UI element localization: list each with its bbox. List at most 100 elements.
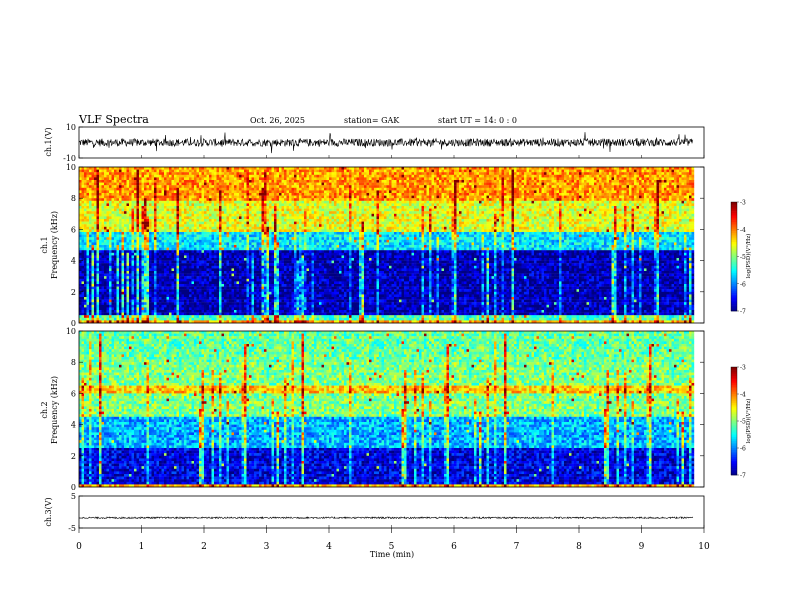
ch1-spectrogram-cell xyxy=(254,227,257,230)
ch1-spectrogram-cell xyxy=(122,235,125,238)
ch1-spectrogram-cell xyxy=(124,292,127,295)
ch1-spectrogram-cell xyxy=(157,237,160,240)
ch1-spectrogram-cell xyxy=(152,177,155,180)
ch1-spectrogram-cell xyxy=(254,271,257,274)
ch1-spectrogram-cell xyxy=(179,250,182,253)
ch1-spectrogram-cell xyxy=(122,180,125,183)
ch1-spectrogram-cell xyxy=(132,268,135,271)
ch1-spectrogram-cell xyxy=(97,276,100,279)
ch1-spectrogram-cell xyxy=(149,219,152,222)
ch1-spectrogram-cell xyxy=(137,266,140,269)
ch1-spectrogram-cell xyxy=(197,313,200,316)
ch1-spectrogram-cell xyxy=(244,172,247,175)
ch1-spectrogram-cell xyxy=(149,255,152,258)
ch1-spectrogram-cell xyxy=(114,305,117,308)
ch1-spectrogram-cell xyxy=(232,222,235,225)
ch1-spectrogram-cell xyxy=(227,167,230,170)
ch1-spectrogram-cell xyxy=(169,211,172,214)
ch1-spectrogram-cell xyxy=(124,193,127,196)
ch1-spectrogram-cell xyxy=(109,211,112,214)
ch1-spectrogram-cell xyxy=(84,209,87,212)
ch1-spectrogram-cell xyxy=(194,180,197,183)
ch1-spectrogram-cell xyxy=(267,177,270,180)
ch1-spectrogram-cell xyxy=(157,222,160,225)
ch1-spectrogram-cell xyxy=(247,201,250,204)
ch1-spectrogram-cell xyxy=(142,177,145,180)
ch1-spectrogram-cell xyxy=(257,214,260,217)
ch1-spectrogram-cell xyxy=(117,203,120,206)
ch1-spectrogram-cell xyxy=(199,302,202,305)
ch1-spectrogram-cell xyxy=(184,258,187,261)
ch1-spectrogram-cell xyxy=(242,289,245,292)
ch1-spectrogram-cell xyxy=(87,307,90,310)
ch1-spectrogram-cell xyxy=(119,292,122,295)
ch1-spectrogram-cell xyxy=(122,313,125,316)
ch1-spectrogram-cell xyxy=(194,183,197,186)
ch1-spectrogram-cell xyxy=(219,248,222,251)
ch1-spectrogram-cell xyxy=(257,292,260,295)
ch1-spectrogram-cell xyxy=(219,261,222,264)
ch1-spectrogram-cell xyxy=(254,235,257,238)
ch1-spectrogram-cell xyxy=(234,268,237,271)
ch1-spectrogram-cell xyxy=(234,297,237,300)
ch1-spectrogram-cell xyxy=(102,206,105,209)
ch1-spectrogram-cell xyxy=(219,240,222,243)
ch1-spectrogram-cell xyxy=(127,268,130,271)
ch1-spectrogram-cell xyxy=(224,190,227,193)
ch1-spectrogram-cell xyxy=(112,305,115,308)
ch1-spectrogram-cell xyxy=(277,175,280,178)
ch1-spectrogram-cell xyxy=(219,232,222,235)
ch1-spectrogram-cell xyxy=(114,237,117,240)
ch1-spectrogram-cell xyxy=(104,292,107,295)
ch1-spectrogram-cell xyxy=(237,258,240,261)
ch1-spectrogram-cell xyxy=(244,274,247,277)
ch1-spectrogram-cell xyxy=(99,292,102,295)
ch1-spectrogram-cell xyxy=(279,185,282,188)
ch1-spectrogram-cell xyxy=(139,201,142,204)
ch1-spectrogram-cell xyxy=(152,170,155,173)
ch1-spectrogram-cell xyxy=(142,248,145,251)
ch1-spectrogram-cell xyxy=(144,183,147,186)
ch1-spectrogram-cell xyxy=(182,281,185,284)
ch1-spectrogram-cell xyxy=(159,227,162,230)
ch1-spectrogram-cell xyxy=(249,258,252,261)
ch1-spectrogram-cell xyxy=(102,214,105,217)
ch1-spectrogram-cell xyxy=(284,196,287,199)
ch1-spectrogram-cell xyxy=(259,279,262,282)
ch1-spectrogram-cell xyxy=(82,287,85,290)
ch1-spectrogram-cell xyxy=(102,175,105,178)
ch1-spectrogram-cell xyxy=(99,240,102,243)
ch1-spectrogram-cell xyxy=(229,203,232,206)
ch1-spectrogram-cell xyxy=(117,183,120,186)
ch1-spectrogram-cell xyxy=(89,263,92,266)
ch1-spectrogram-cell xyxy=(147,196,150,199)
ch1-spectrogram-cell xyxy=(259,214,262,217)
ch1-spectrogram-cell xyxy=(162,216,165,219)
ch1-spectrogram-cell xyxy=(272,281,275,284)
ch1-spectrogram-cell xyxy=(99,209,102,212)
ch1-spectrogram-cell xyxy=(99,261,102,264)
ch1-spectrogram-cell xyxy=(94,318,97,321)
ch1-spectrogram-cell xyxy=(197,224,200,227)
ch1-spectrogram-cell xyxy=(222,268,225,271)
ch1-spectrogram-cell xyxy=(197,250,200,253)
ch1-spectrogram-cell xyxy=(232,229,235,232)
ch1-spectrogram-cell xyxy=(227,240,230,243)
ch1-spectrogram-cell xyxy=(92,279,95,282)
ch1-spectrogram-cell xyxy=(114,292,117,295)
ch1-spectrogram-cell xyxy=(109,300,112,303)
ch1-spectrogram-cell xyxy=(219,172,222,175)
ch1-spectrogram-cell xyxy=(177,203,180,206)
ch1-spectrogram-cell xyxy=(269,310,272,313)
ch1-spectrogram-cell xyxy=(99,250,102,253)
ch1-spectrogram-cell xyxy=(202,276,205,279)
ch1-spectrogram-cell xyxy=(187,307,190,310)
ch1-spectrogram-cell xyxy=(244,224,247,227)
ch1-spectrogram-cell xyxy=(137,279,140,282)
ch1-spectrogram-cell xyxy=(232,297,235,300)
ch1-spectrogram-cell xyxy=(279,203,282,206)
ch1-spectrogram-cell xyxy=(252,198,255,201)
ch1-spectrogram-cell xyxy=(219,281,222,284)
ch1-spectrogram-cell xyxy=(249,216,252,219)
ch1-spectrogram-cell xyxy=(224,216,227,219)
